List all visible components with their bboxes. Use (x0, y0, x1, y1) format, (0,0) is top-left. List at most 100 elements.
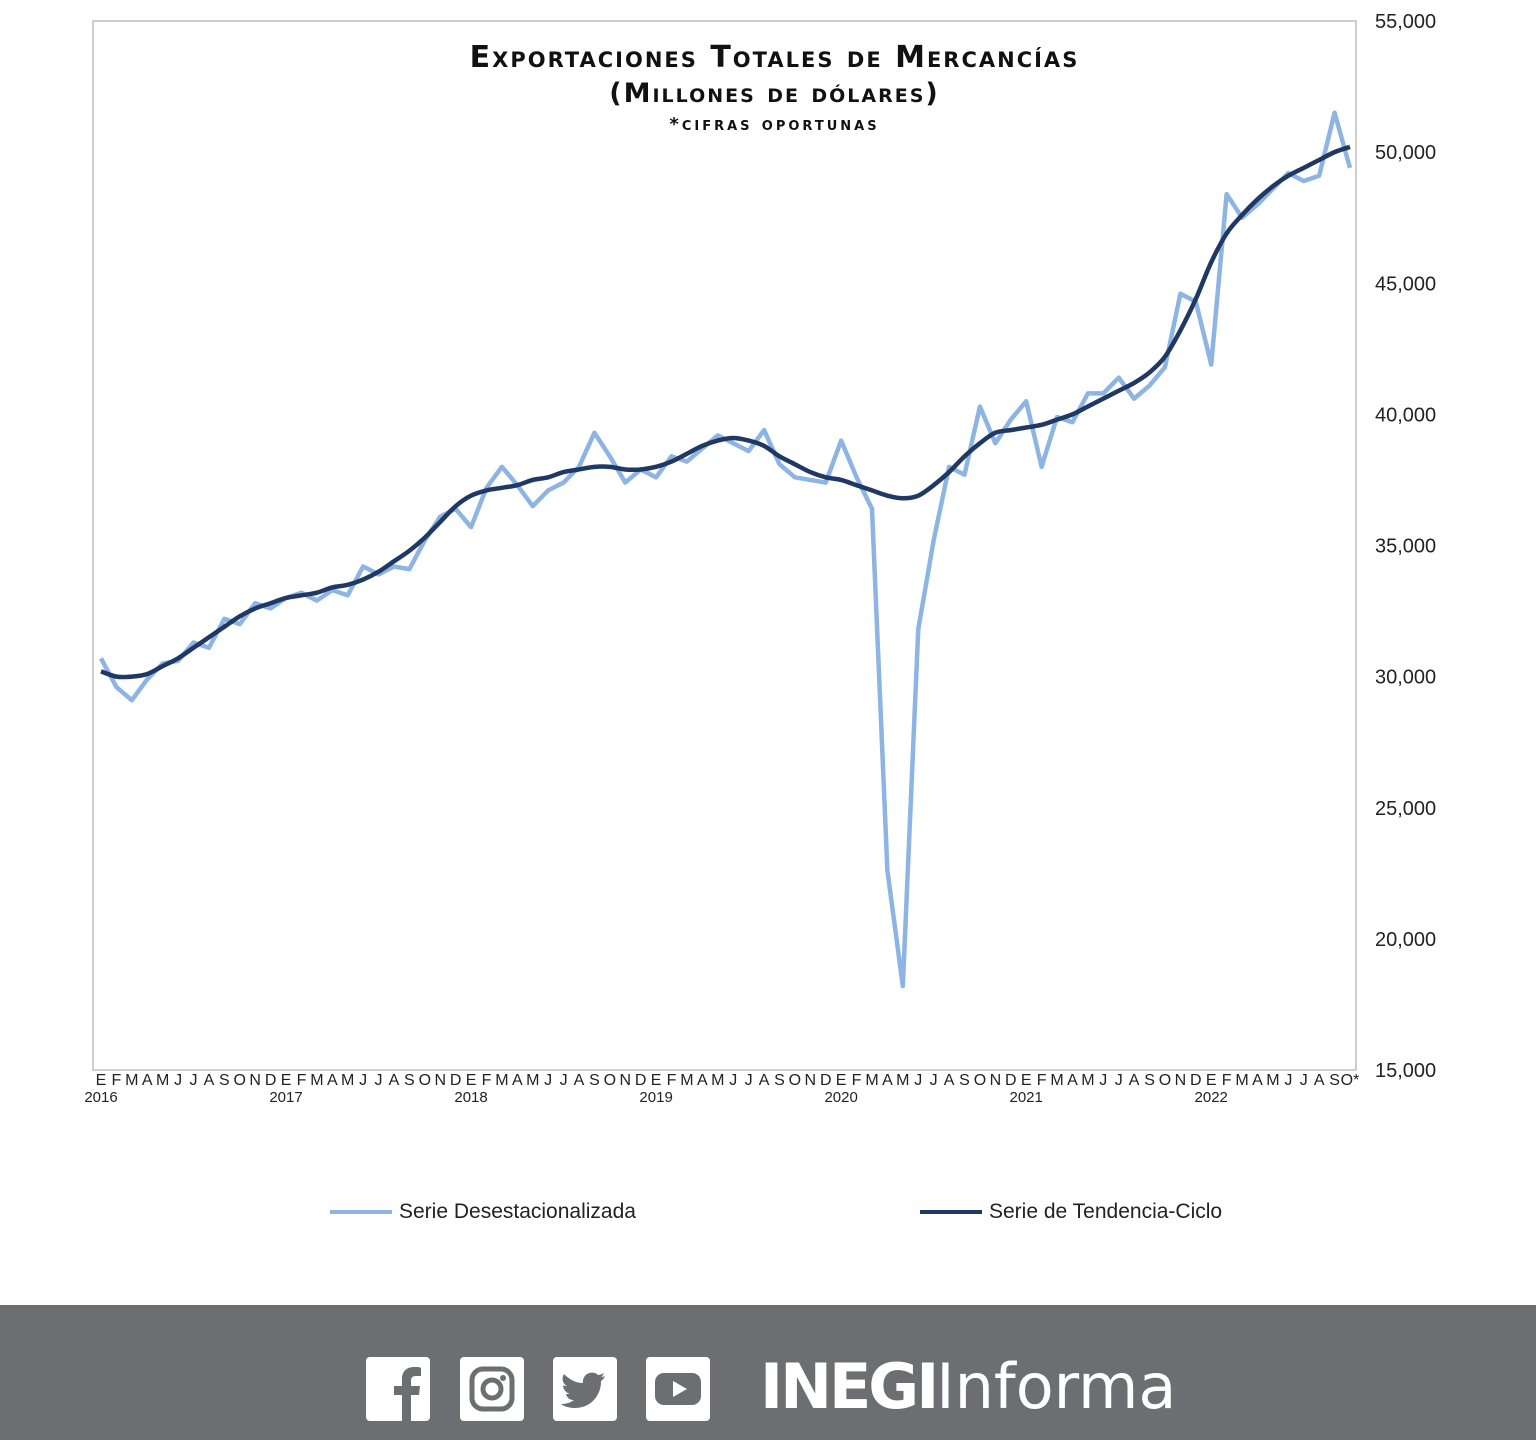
y-tick-label: 30,000 (1375, 667, 1436, 689)
x-tick-label: M (125, 1072, 138, 1089)
x-year-label: 2018 (454, 1089, 487, 1106)
y-tick-label: 35,000 (1375, 536, 1436, 558)
x-tick-label: M (1266, 1072, 1279, 1089)
x-tick-label: N (249, 1072, 261, 1089)
x-tick-label: O (974, 1072, 986, 1089)
x-tick-label: F (852, 1072, 862, 1089)
x-tick-label: D (635, 1072, 647, 1089)
x-tick-label: A (944, 1072, 955, 1089)
x-tick-label: J (914, 1072, 922, 1089)
line-chart: 15,000 20,000 25,000 30,000 35,000 40,000 45,0… (84, 11, 1436, 1106)
x-tick-label: D (450, 1072, 462, 1089)
instagram-icon[interactable] (460, 1357, 524, 1421)
logo-bold: INEGI (760, 1350, 939, 1423)
x-tick-label: S (1144, 1072, 1155, 1089)
x-tick-label: J (1115, 1072, 1123, 1089)
x-tick-label: S (404, 1072, 415, 1089)
x-tick-label: E (1021, 1072, 1032, 1089)
x-tick-label: N (990, 1072, 1002, 1089)
x-tick-label: J (174, 1072, 182, 1089)
series-line-tendencia-ciclo (100, 144, 1351, 680)
x-tick-label: A (574, 1072, 585, 1089)
x-tick-label: J (560, 1072, 568, 1089)
x-tick-label: F (112, 1072, 122, 1089)
x-tick-label: N (434, 1072, 446, 1089)
legend-label: Serie de Tendencia-Ciclo (989, 1200, 1223, 1223)
x-year-label: 2017 (269, 1089, 302, 1106)
x-tick-label: A (1314, 1072, 1325, 1089)
x-year-label: 2016 (84, 1089, 117, 1106)
chart-title: Exportaciones Totales de Mercancías (469, 40, 1080, 75)
legend-item-desestacionalizada: Serie Desestacionalizada (330, 1200, 636, 1224)
x-tick-label: J (1300, 1072, 1308, 1089)
x-tick-label: M (1050, 1072, 1063, 1089)
x-tick-label: J (190, 1072, 198, 1089)
x-tick-label: M (310, 1072, 323, 1089)
x-tick-label: E (1206, 1072, 1217, 1089)
x-tick-label: D (265, 1072, 277, 1089)
facebook-icon[interactable] (366, 1357, 430, 1421)
x-tick-label: J (359, 1072, 367, 1089)
x-year-label: 2019 (639, 1089, 672, 1106)
y-tick-label: 55,000 (1375, 11, 1436, 33)
legend-swatch (920, 1210, 982, 1214)
x-tick-label: O (1159, 1072, 1171, 1089)
x-tick-label: E (96, 1072, 107, 1089)
x-tick-label: F (297, 1072, 307, 1089)
x-tick-label: M (341, 1072, 354, 1089)
x-tick-label: A (142, 1072, 153, 1089)
x-tick-label: A (512, 1072, 523, 1089)
x-tick-label: D (1005, 1072, 1017, 1089)
y-tick-label: 20,000 (1375, 929, 1436, 951)
x-tick-label: J (1099, 1072, 1107, 1089)
x-tick-label: E (466, 1072, 477, 1089)
x-tick-label: M (896, 1072, 909, 1089)
y-tick-label: 25,000 (1375, 798, 1436, 820)
x-tick-label: S (959, 1072, 970, 1089)
x-tick-label: E (836, 1072, 847, 1089)
x-tick-label: N (805, 1072, 817, 1089)
x-tick-label: A (389, 1072, 400, 1089)
x-tick-label: O (234, 1072, 246, 1089)
x-tick-label: M (711, 1072, 724, 1089)
x-tick-label: O (789, 1072, 801, 1089)
x-tick-label: S (219, 1072, 230, 1089)
logo-light: Informa (936, 1350, 1177, 1423)
x-tick-label: E (281, 1072, 292, 1089)
x-tick-label: A (697, 1072, 708, 1089)
x-tick-label: M (865, 1072, 878, 1089)
x-tick-label: O* (1341, 1072, 1360, 1089)
x-tick-label: S (589, 1072, 600, 1089)
x-tick-label: D (820, 1072, 832, 1089)
x-tick-label: J (930, 1072, 938, 1089)
x-year-label: 2021 (1009, 1089, 1042, 1106)
x-tick-label: S (774, 1072, 785, 1089)
twitter-icon[interactable] (553, 1357, 617, 1421)
x-tick-label: A (1252, 1072, 1263, 1089)
x-tick-label: M (1081, 1072, 1094, 1089)
y-tick-label: 45,000 (1375, 273, 1436, 295)
x-tick-label: J (544, 1072, 552, 1089)
legend-swatch (330, 1210, 392, 1214)
x-tick-label: N (1175, 1072, 1187, 1089)
x-tick-label: O (419, 1072, 431, 1089)
x-tick-label: A (759, 1072, 770, 1089)
y-tick-label: 50,000 (1375, 142, 1436, 164)
x-tick-label: A (204, 1072, 215, 1089)
x-tick-label: M (1235, 1072, 1248, 1089)
chart-note: *cifras oportunas (669, 114, 880, 135)
inegi-informa-logo: INEGIInforma (760, 1347, 1176, 1428)
x-tick-label: M (680, 1072, 693, 1089)
y-tick-label: 40,000 (1375, 404, 1436, 426)
y-tick-label: 15,000 (1375, 1060, 1436, 1082)
x-tick-label: O (604, 1072, 616, 1089)
x-tick-label: F (667, 1072, 677, 1089)
youtube-icon[interactable] (646, 1357, 710, 1421)
chart-subtitle: (Millones de dólares) (609, 78, 940, 109)
x-tick-label: A (1129, 1072, 1140, 1089)
x-tick-label: A (1067, 1072, 1078, 1089)
x-tick-label: N (619, 1072, 631, 1089)
x-year-label: 2020 (824, 1089, 857, 1106)
x-tick-label: F (1222, 1072, 1232, 1089)
x-tick-label: M (156, 1072, 169, 1089)
